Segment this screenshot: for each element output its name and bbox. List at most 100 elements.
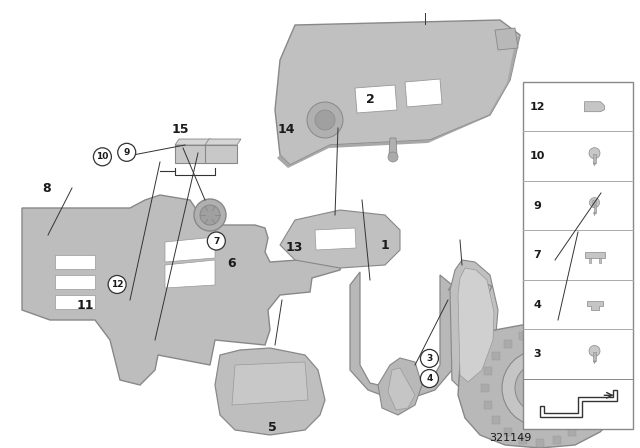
Polygon shape [553, 332, 561, 340]
Polygon shape [586, 301, 602, 310]
Polygon shape [378, 358, 422, 415]
Circle shape [315, 110, 335, 130]
Text: 321149: 321149 [489, 433, 531, 443]
Polygon shape [584, 252, 605, 258]
Polygon shape [593, 154, 596, 163]
Polygon shape [584, 102, 605, 112]
Text: 2: 2 [365, 93, 374, 106]
Polygon shape [593, 213, 595, 215]
Polygon shape [484, 401, 492, 409]
Polygon shape [593, 361, 596, 363]
Polygon shape [355, 85, 397, 113]
Polygon shape [484, 367, 492, 375]
Polygon shape [519, 436, 527, 444]
Polygon shape [591, 384, 599, 392]
Circle shape [420, 370, 438, 388]
Text: 12: 12 [111, 280, 124, 289]
Polygon shape [165, 260, 215, 288]
Polygon shape [481, 384, 489, 392]
Polygon shape [450, 260, 498, 390]
Polygon shape [165, 237, 215, 262]
Polygon shape [568, 340, 577, 348]
Polygon shape [55, 255, 95, 269]
Polygon shape [580, 352, 589, 360]
Circle shape [589, 148, 600, 159]
Polygon shape [215, 348, 325, 435]
Text: 14: 14 [278, 123, 296, 137]
Polygon shape [205, 139, 241, 145]
Polygon shape [495, 28, 518, 50]
Polygon shape [232, 362, 308, 405]
Polygon shape [568, 428, 577, 436]
Text: 9: 9 [533, 201, 541, 211]
Polygon shape [504, 340, 511, 348]
Polygon shape [553, 436, 561, 444]
Polygon shape [55, 275, 95, 289]
Text: 5: 5 [268, 421, 276, 435]
Polygon shape [588, 401, 596, 409]
Polygon shape [492, 352, 499, 360]
Polygon shape [277, 35, 520, 168]
Polygon shape [448, 285, 480, 385]
Polygon shape [593, 163, 596, 166]
Text: 9: 9 [124, 148, 130, 157]
Polygon shape [593, 205, 595, 213]
Text: 8: 8 [42, 181, 51, 195]
Circle shape [118, 143, 136, 161]
Polygon shape [405, 79, 442, 107]
Polygon shape [275, 20, 520, 165]
Text: 10: 10 [529, 151, 545, 161]
Circle shape [420, 349, 438, 367]
Circle shape [502, 350, 578, 426]
Polygon shape [22, 195, 345, 385]
Text: 7: 7 [533, 250, 541, 260]
Polygon shape [463, 276, 605, 385]
Circle shape [200, 205, 220, 225]
Circle shape [589, 345, 600, 357]
Text: 7: 7 [213, 237, 220, 246]
Polygon shape [588, 367, 596, 375]
Circle shape [93, 148, 111, 166]
Polygon shape [504, 428, 511, 436]
Polygon shape [536, 439, 544, 447]
Polygon shape [519, 332, 527, 340]
Circle shape [515, 363, 565, 413]
Circle shape [194, 199, 226, 231]
Polygon shape [388, 368, 415, 410]
Polygon shape [593, 352, 596, 361]
Polygon shape [350, 272, 452, 402]
Polygon shape [536, 329, 544, 337]
Text: 1: 1 [380, 239, 389, 252]
Polygon shape [589, 258, 591, 263]
Text: 10: 10 [96, 152, 109, 161]
Text: 13: 13 [285, 241, 303, 254]
Polygon shape [458, 268, 494, 382]
Text: 3: 3 [426, 354, 433, 363]
Circle shape [388, 152, 398, 162]
Polygon shape [458, 325, 622, 448]
Polygon shape [540, 390, 616, 418]
Polygon shape [280, 210, 400, 268]
Circle shape [108, 276, 126, 293]
Circle shape [528, 376, 552, 400]
Circle shape [589, 198, 600, 207]
Polygon shape [175, 139, 211, 145]
Polygon shape [598, 258, 600, 263]
Circle shape [592, 200, 597, 205]
Polygon shape [315, 228, 356, 250]
Text: 15: 15 [172, 123, 189, 137]
Polygon shape [175, 145, 207, 163]
Circle shape [307, 102, 343, 138]
Text: 3: 3 [533, 349, 541, 359]
Text: 11: 11 [76, 299, 94, 312]
Text: 12: 12 [529, 102, 545, 112]
Polygon shape [55, 295, 95, 309]
FancyBboxPatch shape [523, 82, 633, 429]
Polygon shape [389, 138, 397, 155]
Text: 4: 4 [533, 300, 541, 310]
Text: 6: 6 [227, 257, 236, 270]
Polygon shape [205, 145, 237, 163]
Text: 4: 4 [426, 374, 433, 383]
Circle shape [207, 232, 225, 250]
Polygon shape [580, 416, 589, 424]
